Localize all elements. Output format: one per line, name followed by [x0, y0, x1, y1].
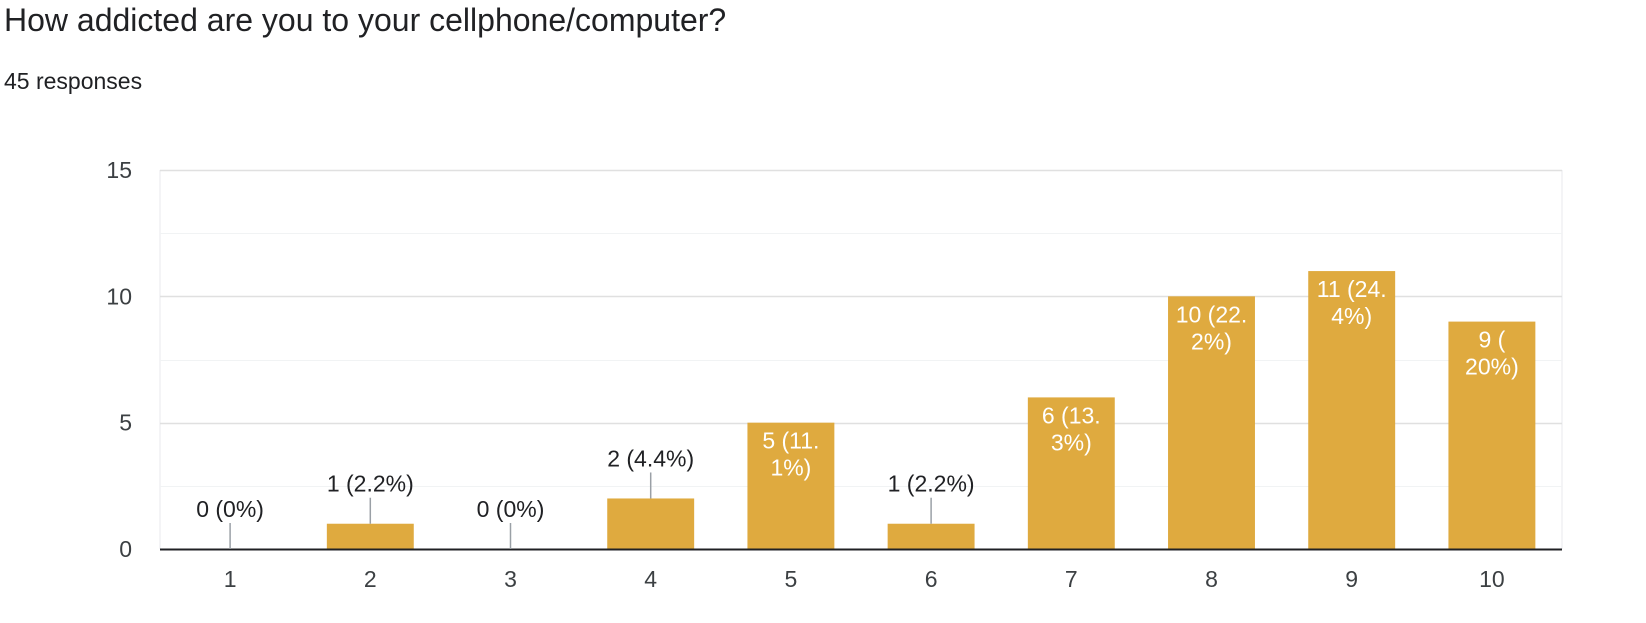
x-tick-label: 8	[1205, 566, 1218, 592]
y-tick-label: 15	[106, 157, 132, 183]
x-tick-label: 9	[1345, 566, 1358, 592]
data-label: 6 (13.	[1042, 402, 1101, 428]
response-count: 45 responses	[4, 68, 143, 94]
bar	[1168, 296, 1255, 549]
data-label: 9 (	[1478, 327, 1505, 353]
x-tick-label: 10	[1479, 566, 1505, 592]
data-label: 11 (24.	[1317, 276, 1387, 302]
x-tick-label: 1	[224, 566, 237, 592]
data-label: 0 (0%)	[196, 496, 264, 522]
data-label: 2%)	[1191, 328, 1232, 354]
bar	[1448, 321, 1536, 549]
data-label: 20%)	[1465, 354, 1519, 380]
x-tick-label: 4	[644, 566, 657, 592]
data-label: 1%)	[770, 455, 811, 481]
bar	[1308, 271, 1396, 549]
bar	[747, 422, 835, 549]
data-label: 5 (11.	[762, 428, 819, 454]
x-tick-label: 3	[504, 566, 517, 592]
data-label: 1 (2.2%)	[327, 471, 414, 497]
y-tick-label: 0	[119, 536, 132, 562]
chart-title: How addicted are you to your cellphone/c…	[4, 2, 727, 38]
data-label: 4%)	[1331, 303, 1372, 329]
bar	[1027, 397, 1115, 549]
bar	[607, 498, 695, 549]
data-label: 1 (2.2%)	[888, 471, 975, 497]
x-axis-ticks: 1 2 3 4 5 6 7 8 9 10	[224, 566, 1505, 592]
bars	[326, 271, 1536, 549]
x-tick-label: 5	[785, 566, 798, 592]
y-tick-label: 10	[106, 283, 132, 309]
y-tick-label: 5	[119, 410, 132, 436]
x-tick-label: 7	[1065, 566, 1078, 592]
bar	[326, 523, 414, 549]
data-label: 3%)	[1051, 429, 1092, 455]
x-tick-label: 6	[925, 566, 938, 592]
y-axis-ticks: 0 5 10 15	[106, 157, 132, 562]
bar	[887, 523, 975, 549]
x-tick-label: 2	[364, 566, 377, 592]
data-labels: 0 (0%) 1 (2.2%) 0 (0%) 2 (4.4%) 5 (11.1%) 1 (…	[196, 276, 1519, 549]
data-label: 0 (0%)	[477, 496, 545, 522]
data-label: 10 (22.	[1176, 301, 1248, 327]
data-label: 2 (4.4%)	[607, 445, 694, 471]
